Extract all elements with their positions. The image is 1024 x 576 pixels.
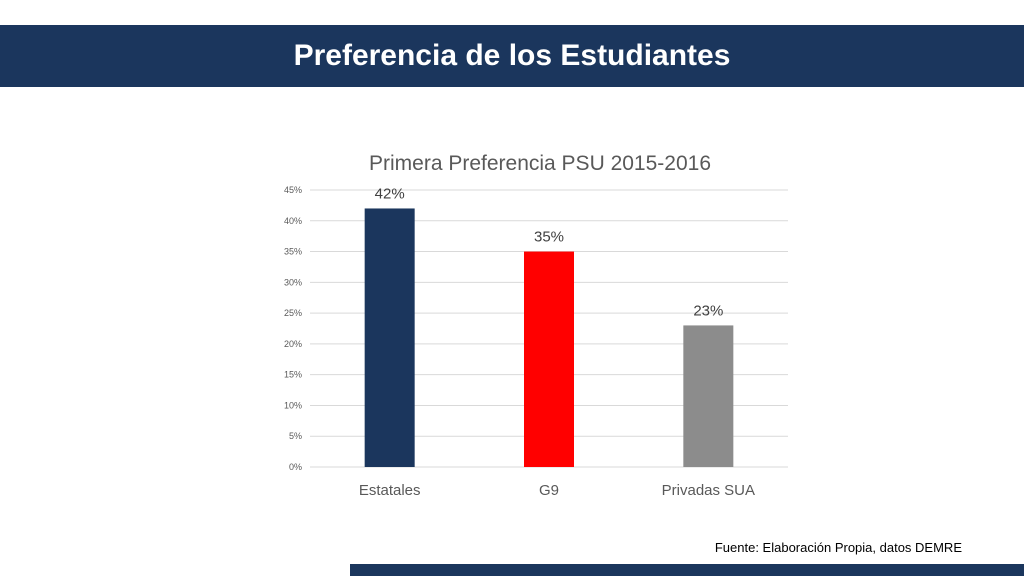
- bars: [364, 208, 734, 467]
- x-tick-label: Estatales: [359, 482, 421, 499]
- data-label: 35%: [534, 229, 564, 246]
- y-axis-ticks: 0% 5% 10% 15% 20% 25% 30% 35% 40% 45%: [284, 185, 302, 472]
- source-note: Fuente: Elaboración Propia, datos DEMRE: [714, 540, 962, 555]
- footer-bar: [350, 564, 1024, 576]
- y-tick-label: 45%: [284, 185, 302, 195]
- y-tick-label: 15%: [284, 370, 302, 380]
- y-tick-label: 30%: [284, 277, 302, 287]
- y-tick-label: 25%: [284, 308, 302, 318]
- bar: [364, 208, 415, 467]
- x-axis-ticks: Estatales G9 Privadas SUA: [359, 482, 755, 499]
- y-tick-label: 40%: [284, 216, 302, 226]
- x-tick-label: G9: [539, 482, 559, 499]
- data-label: 42%: [375, 185, 405, 202]
- y-tick-label: 5%: [289, 431, 302, 441]
- data-label: 23%: [693, 302, 723, 319]
- y-tick-label: 10%: [284, 400, 302, 410]
- bar: [524, 251, 574, 467]
- y-tick-label: 20%: [284, 339, 302, 349]
- chart-title: Primera Preferencia PSU 2015-2016: [369, 152, 711, 175]
- header-bar: Preferencia de los Estudiantes: [0, 25, 1024, 87]
- y-tick-label: 35%: [284, 247, 302, 257]
- y-tick-label: 0%: [289, 462, 302, 472]
- bar: [683, 325, 734, 467]
- x-tick-label: Privadas SUA: [662, 482, 755, 499]
- slide-title: Preferencia de los Estudiantes: [293, 39, 731, 72]
- data-labels: 42% 35% 23%: [375, 185, 724, 319]
